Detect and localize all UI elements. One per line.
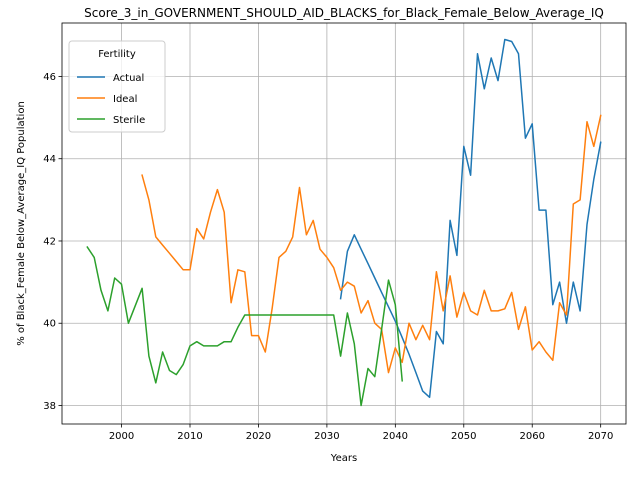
series-line-ideal <box>141 114 602 374</box>
legend-label-sterile: Sterile <box>113 115 145 126</box>
series-line-sterile <box>86 246 404 407</box>
y-tick-label: 38 <box>43 401 56 412</box>
x-tick-label: 2060 <box>520 431 545 442</box>
plot-frame <box>61 22 627 425</box>
x-tick-label: 2030 <box>314 431 339 442</box>
series-lines <box>86 38 602 407</box>
y-tick-label: 44 <box>43 154 56 165</box>
chart-title: Score_3_in_GOVERNMENT_SHOULD_AID_BLACKS_… <box>84 6 604 20</box>
y-tick-label: 46 <box>43 72 56 83</box>
x-tick-label: 2020 <box>246 431 271 442</box>
legend-box <box>68 40 166 133</box>
y-tick-label: 42 <box>43 236 56 247</box>
x-tick-label: 2050 <box>451 431 476 442</box>
y-tick-label: 40 <box>43 319 56 330</box>
legend-label-ideal: Ideal <box>113 94 137 105</box>
legend-title: Fertility <box>98 49 136 60</box>
y-axis-label: % of Black_Female Below_Average_IQ Popul… <box>16 101 27 346</box>
x-axis: 2000 2010 2020 2030 2040 2050 2060 2070 <box>109 424 613 442</box>
y-axis: 38 40 42 44 46 <box>43 72 62 412</box>
legend: Fertility Actual Ideal Sterile <box>68 40 166 133</box>
x-axis-label: Years <box>330 453 357 464</box>
series-line-actual <box>339 38 602 399</box>
legend-label-actual: Actual <box>113 73 144 84</box>
x-tick-label: 2010 <box>177 431 202 442</box>
grid <box>62 23 626 424</box>
x-tick-label: 2040 <box>383 431 408 442</box>
x-tick-label: 2070 <box>588 431 613 442</box>
x-tick-label: 2000 <box>109 431 134 442</box>
legend-items: Actual Ideal Sterile <box>77 73 145 126</box>
